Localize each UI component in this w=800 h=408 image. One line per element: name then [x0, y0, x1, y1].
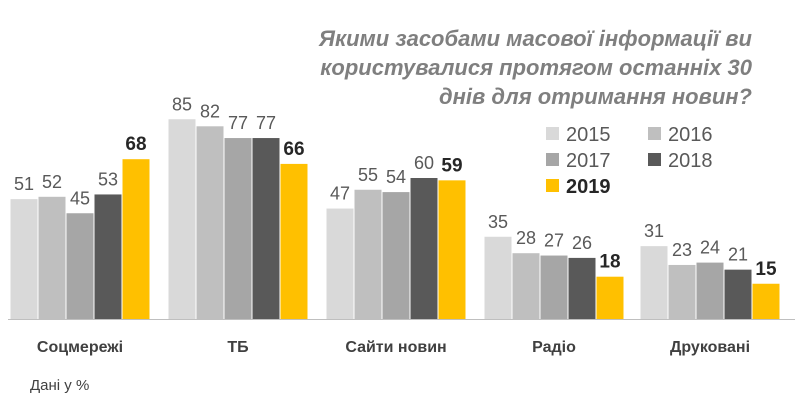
data-label-2016-3: 28	[516, 228, 536, 248]
bar-2016-0	[38, 196, 66, 319]
bar-2018-3	[568, 257, 596, 319]
legend-swatch-2019	[546, 179, 559, 192]
data-label-2018-3: 26	[572, 233, 592, 253]
chart-title: Якими засобами масової інформації ви кор…	[232, 24, 752, 111]
data-label-2015-1: 85	[172, 94, 192, 114]
data-label-2018-0: 53	[98, 169, 118, 189]
chart-title-line-2: користувалися протягом останніх 30	[320, 55, 752, 80]
bar-2015-3	[484, 236, 512, 319]
chart-title-line-1: Якими засобами масової інформації ви	[318, 26, 752, 51]
legend-swatch-2015	[546, 127, 559, 140]
bar-2017-4	[696, 262, 724, 319]
data-label-2015-0: 51	[14, 174, 34, 194]
legend-swatch-2016	[648, 127, 661, 140]
bar-2018-1	[252, 138, 280, 319]
bar-2017-3	[540, 255, 568, 319]
data-label-2019-3: 18	[599, 252, 620, 273]
data-label-2017-2: 54	[386, 167, 406, 187]
data-label-2017-0: 45	[70, 188, 90, 208]
bar-2019-1	[280, 163, 308, 319]
bar-2015-1	[168, 119, 196, 319]
bar-2016-4	[668, 264, 696, 319]
data-label-2018-2: 60	[414, 153, 434, 173]
data-label-2017-3: 27	[544, 231, 564, 251]
category-label-0: Соцмережі	[37, 339, 123, 356]
data-label-2015-4: 31	[644, 221, 664, 241]
category-label-4: Друковані	[670, 339, 750, 356]
legend-label-2015: 2015	[566, 124, 611, 146]
legend-label-2016: 2016	[668, 124, 713, 146]
bar-2016-3	[512, 253, 540, 319]
legend-swatch-2018	[648, 153, 661, 166]
bar-2015-2	[326, 208, 354, 319]
data-label-2018-4: 21	[728, 245, 748, 265]
bar-2016-1	[196, 126, 224, 319]
data-label-2016-1: 82	[200, 101, 220, 121]
bar-2015-0	[10, 199, 38, 319]
data-label-2019-2: 59	[441, 155, 462, 176]
bar-2015-4	[640, 246, 668, 319]
data-label-2015-3: 35	[488, 212, 508, 232]
legend-swatch-2017	[546, 153, 559, 166]
category-label-1: ТБ	[227, 339, 248, 356]
category-label-3: Радіо	[532, 339, 576, 356]
bar-2017-1	[224, 138, 252, 319]
bar-2018-2	[410, 178, 438, 319]
legend-label-2017: 2017	[566, 150, 611, 172]
data-label-2016-4: 23	[672, 240, 692, 260]
bar-2019-2	[438, 180, 466, 319]
legend-label-2019: 2019	[566, 176, 611, 198]
data-label-2019-0: 68	[125, 134, 146, 155]
data-label-2017-4: 24	[700, 238, 720, 258]
legend-label-2018: 2018	[668, 150, 713, 172]
data-label-2018-1: 77	[256, 113, 276, 133]
data-label-2015-2: 47	[330, 184, 350, 204]
data-label-2019-1: 66	[283, 139, 304, 160]
bar-2017-0	[66, 213, 94, 319]
bar-2019-3	[596, 276, 624, 319]
data-label-2017-1: 77	[228, 113, 248, 133]
bar-2019-0	[122, 159, 150, 319]
bar-2018-4	[724, 269, 752, 319]
data-label-2019-4: 15	[755, 259, 777, 280]
footnote: Дані у %	[30, 377, 90, 394]
bar-2019-4	[752, 283, 780, 319]
bar-2017-2	[382, 192, 410, 319]
category-label-2: Сайти новин	[345, 339, 446, 356]
data-label-2016-0: 52	[42, 172, 62, 192]
data-label-2016-2: 55	[358, 165, 378, 185]
bar-2016-2	[354, 189, 382, 319]
chart-title-line-3: днів для отримання новин?	[439, 84, 752, 109]
bar-2018-0	[94, 194, 122, 319]
